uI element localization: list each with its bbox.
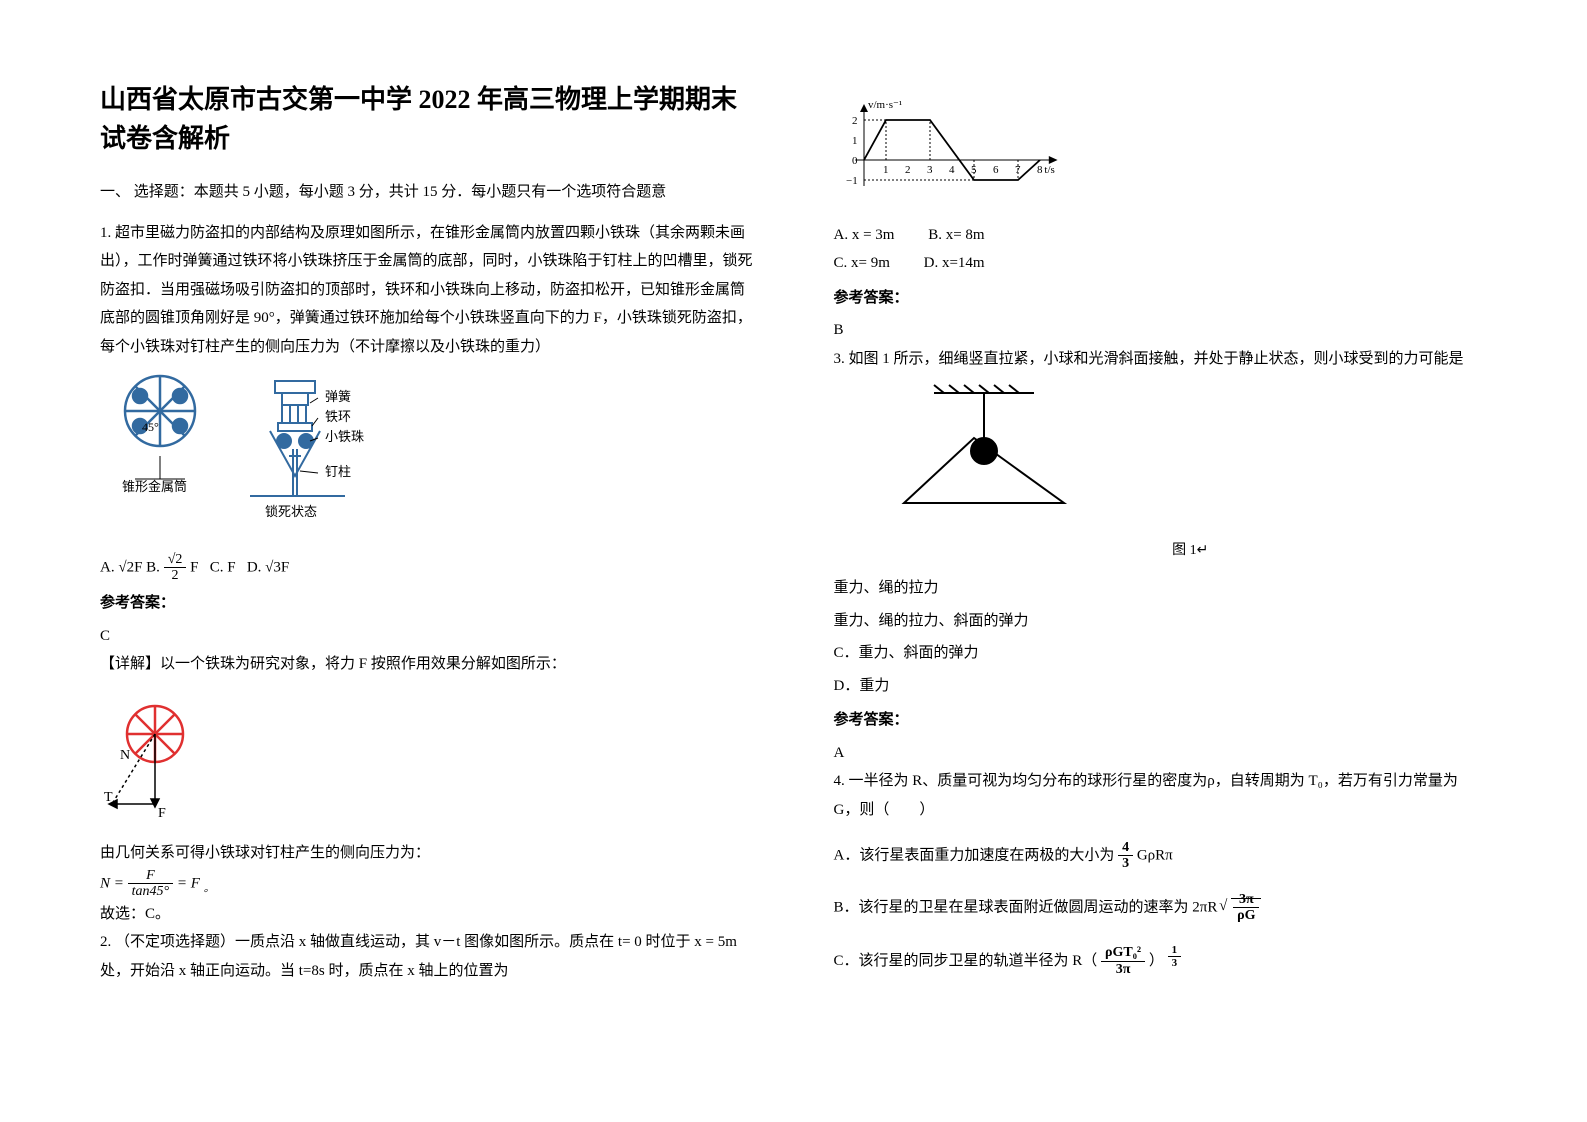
cone-label: 锥形金属筒	[122, 479, 187, 494]
lock-label: 锁死状态	[265, 504, 317, 519]
svg-text:2: 2	[852, 115, 858, 127]
q4-text: 4. 一半径为 R、质量可视为均匀分布的球形行星的密度为ρ，自转周期为 T₀，若…	[834, 767, 1488, 824]
svg-text:v/m·s⁻¹: v/m·s⁻¹	[868, 99, 902, 111]
q4-optA-num: 4	[1118, 840, 1133, 856]
svg-text:1: 1	[852, 135, 858, 147]
q4-num: 4.	[834, 773, 845, 789]
q1-formula-den: tan45°	[128, 884, 174, 899]
angle-label: 45°	[142, 420, 159, 434]
q3-optA: 重力、绳的拉力	[834, 574, 1488, 603]
q3-optB: 重力、绳的拉力、斜面的弹力	[834, 607, 1488, 636]
q2-chart: 12345678012−1v/m·s⁻¹t/s	[834, 90, 1488, 211]
q1-formula-N: N =	[100, 875, 124, 891]
q1-diagram: 45° 弹簧 铁环 小铁珠	[100, 371, 754, 542]
spring-label: 弹簧	[325, 389, 351, 404]
q2-optC: C. x= 9m	[834, 255, 890, 271]
q3-num: 3.	[834, 351, 845, 367]
q4-optC-exp-den: 3	[1168, 957, 1182, 969]
bead-label: 小铁珠	[325, 429, 364, 444]
q2-num: 2.	[100, 934, 111, 950]
q2-optB: B. x= 8m	[928, 227, 984, 243]
q1-formula-eq: = F	[177, 875, 200, 891]
svg-text:2: 2	[905, 164, 911, 176]
q4-optB: B．该行星的卫星在星球表面附近做圆周运动的速率为 2πR 3πρG	[834, 892, 1488, 924]
svg-text:3: 3	[927, 164, 933, 176]
svg-text:F: F	[158, 806, 166, 819]
q4-optA-den: 3	[1118, 856, 1133, 871]
q3-answer-label: 参考答案：	[834, 706, 1488, 735]
q1-text: 1. 超市里磁力防盗扣的内部结构及原理如图所示，在锥形金属筒内放置四颗小铁珠（其…	[100, 219, 754, 362]
svg-text:T: T	[104, 790, 113, 805]
q1-formula: N = Ftan45° = F 。	[100, 868, 754, 900]
q1-optB-den: 2	[164, 568, 187, 583]
q2-optD: D. x=14m	[924, 255, 985, 271]
svg-text:0: 0	[852, 155, 858, 167]
q4-optC-prefix: C．该行星的同步卫星的轨道半径为 R（	[834, 953, 1098, 969]
q3-body: 如图 1 所示，细绳竖直拉紧，小球和光滑斜面接触，并处于静止状态，则小球受到的力…	[849, 351, 1464, 367]
q1-explain-label: 【详解】	[100, 656, 160, 672]
nail-label: 钉柱	[325, 464, 351, 479]
q3-optC: C．重力、斜面的弹力	[834, 639, 1488, 668]
q1-period: 。	[204, 883, 215, 894]
q3-diagram: 图 1↵	[894, 383, 1488, 564]
q3-answer: A	[834, 739, 1488, 768]
q2-body: （不定项选择题）一质点沿 x 轴做直线运动，其 v－t 图像如图所示。质点在 t…	[100, 934, 737, 979]
q2-answer-label: 参考答案：	[834, 284, 1488, 313]
q3-text: 3. 如图 1 所示，细绳竖直拉紧，小球和光滑斜面接触，并处于静止状态，则小球受…	[834, 345, 1488, 374]
q1-explain-text: 以一个铁珠为研究对象，将力 F 按照作用效果分解如图所示：	[160, 656, 566, 672]
q4-optB-num: 3π	[1233, 892, 1259, 908]
q4-optC-exp-num: 1	[1168, 944, 1182, 957]
ring-label: 铁环	[325, 409, 351, 424]
page-title: 山西省太原市古交第一中学 2022 年高三物理上学期期末试卷含解析	[100, 80, 754, 158]
q2-answer: B	[834, 316, 1488, 345]
svg-text:8: 8	[1037, 164, 1043, 176]
q4-optC-suf: ）	[1149, 953, 1164, 969]
q4-optA-prefix: A．该行星表面重力加速度在两极的大小为	[834, 847, 1115, 863]
q4-optC-den: 3π	[1101, 962, 1145, 977]
svg-text:4: 4	[949, 164, 955, 176]
q1-geom: 由几何关系可得小铁球对钉柱产生的侧向压力为：	[100, 839, 754, 868]
svg-text:6: 6	[993, 164, 999, 176]
q1-answer-label: 参考答案：	[100, 589, 754, 618]
svg-text:−1: −1	[846, 175, 858, 187]
svg-text:N: N	[120, 748, 130, 763]
q1-optC: C. F	[210, 559, 236, 575]
svg-text:t/s: t/s	[1044, 164, 1054, 176]
q1-optB-num: √2	[164, 552, 187, 568]
q1-conclude: 故选：C。	[100, 900, 754, 929]
q1-explain: 【详解】以一个铁珠为研究对象，将力 F 按照作用效果分解如图所示：	[100, 650, 754, 679]
q3-optD: D．重力	[834, 672, 1488, 701]
q1-optA: √2F	[118, 559, 142, 575]
q2-text: 2. （不定项选择题）一质点沿 x 轴做直线运动，其 v－t 图像如图所示。质点…	[100, 928, 754, 985]
q1-force-diagram: F T N	[100, 689, 754, 830]
q1-formula-num: F	[128, 868, 174, 884]
section-heading: 一、 选择题：本题共 5 小题，每小题 3 分，共计 15 分．每小题只有一个选…	[100, 178, 754, 207]
q4-body: 一半径为 R、质量可视为均匀分布的球形行星的密度为ρ，自转周期为 T₀，若万有引…	[834, 773, 1458, 818]
q4-optA-suf: GρRπ	[1137, 847, 1173, 863]
q4-optC: C．该行星的同步卫星的轨道半径为 R（ ρGT₀²3π ） 13	[834, 944, 1488, 977]
q1-options: A. √2F B. √22 F C. F D. √3F	[100, 552, 754, 584]
q3-fig-label: 图 1↵	[894, 538, 1488, 565]
q1-optB-suf: F	[190, 559, 198, 575]
q4-optA: A．该行星表面重力加速度在两极的大小为 43 GρRπ	[834, 840, 1488, 872]
q4-optC-num: ρGT₀²	[1101, 945, 1145, 961]
q1-num: 1.	[100, 225, 111, 241]
svg-text:1: 1	[883, 164, 889, 176]
q2-options-row2: C. x= 9m D. x=14m	[834, 249, 1488, 278]
q1-optD: D. √3F	[247, 559, 289, 575]
q1-answer: C	[100, 622, 754, 651]
q2-optA: A. x = 3m	[834, 227, 895, 243]
q1-optB-prefix: B.	[146, 559, 160, 575]
q4-optB-den: ρG	[1233, 908, 1259, 923]
q2-options-row1: A. x = 3m B. x= 8m	[834, 221, 1488, 250]
q4-optB-prefix: B．该行星的卫星在星球表面附近做圆周运动的速率为 2πR	[834, 899, 1218, 915]
q1-body: 超市里磁力防盗扣的内部结构及原理如图所示，在锥形金属筒内放置四颗小铁珠（其余两颗…	[100, 225, 753, 355]
